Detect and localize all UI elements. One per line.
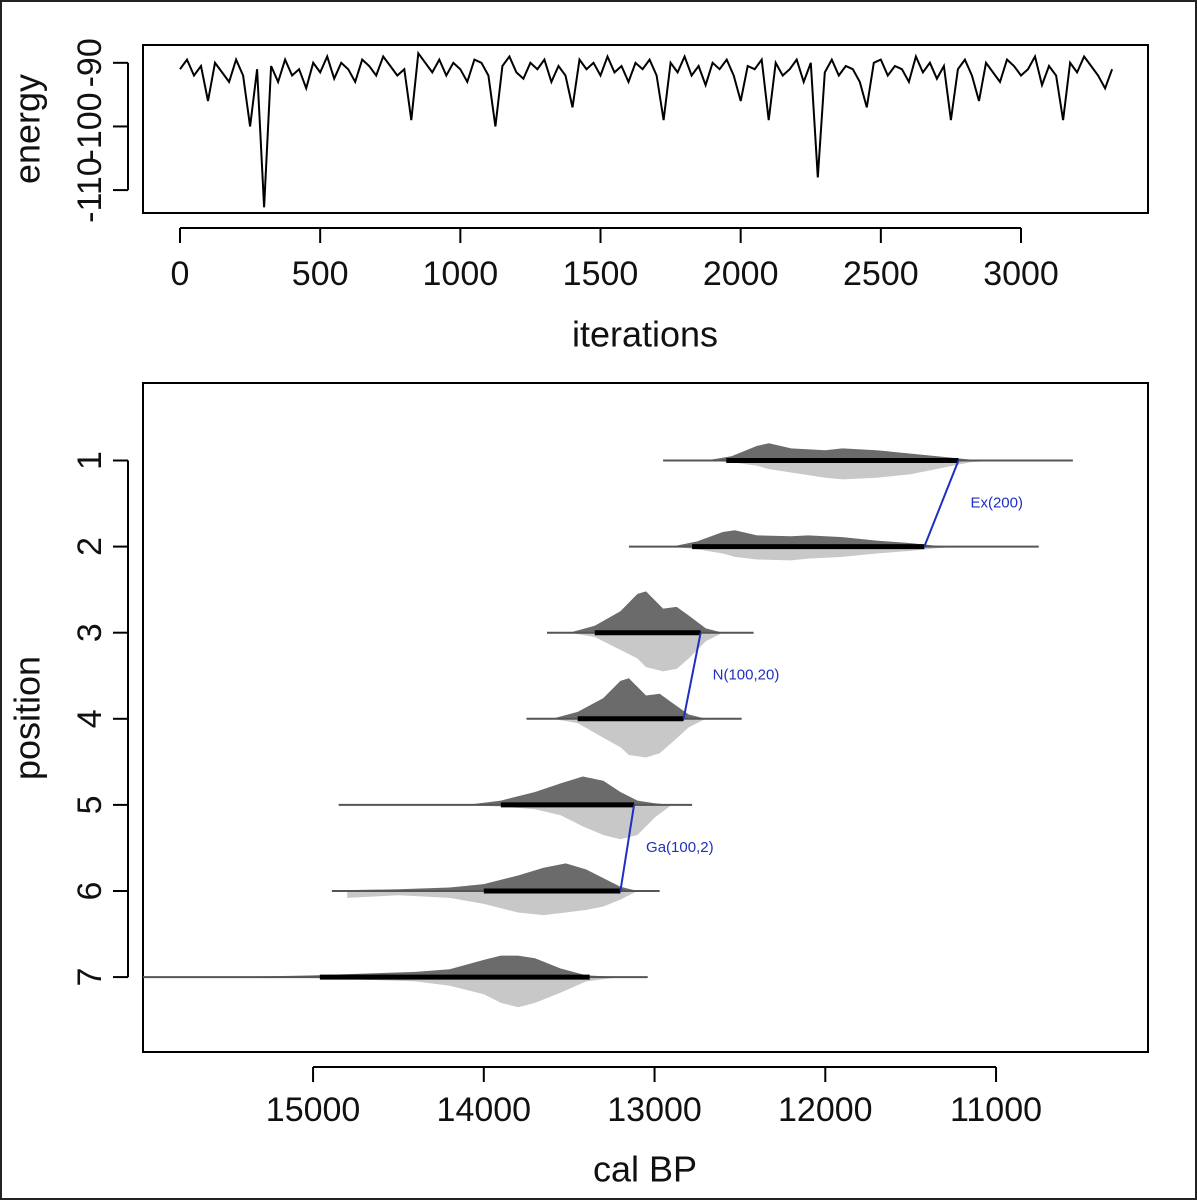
y-tick-label: 6 — [71, 882, 109, 901]
posterior-density — [347, 863, 638, 891]
link-label: N(100,20) — [713, 667, 780, 684]
y-tick-label: 3 — [71, 623, 109, 642]
y-tick-label: 7 — [71, 968, 109, 987]
posterior-density — [569, 591, 723, 633]
link-line — [619, 804, 636, 892]
link-label: Ex(200) — [970, 495, 1023, 512]
y-axis-title: energy — [7, 74, 48, 184]
link-label: Ga(100,2) — [646, 839, 714, 856]
link-line — [682, 632, 702, 719]
prior-density — [705, 460, 996, 480]
x-tick-label: 2500 — [843, 255, 919, 293]
x-tick-label: 3000 — [983, 255, 1059, 293]
posterior-density — [705, 443, 996, 461]
posterior-density — [227, 955, 621, 978]
x-tick-label: 2000 — [703, 255, 779, 293]
y-tick-label: 5 — [71, 795, 109, 814]
prior-density — [227, 977, 621, 1008]
y-tick-label: 1 — [71, 451, 109, 470]
x-tick-label: 14000 — [437, 1091, 532, 1129]
x-tick-label: 12000 — [778, 1091, 873, 1129]
posterior-density — [671, 530, 962, 547]
x-axis-title: iterations — [572, 314, 718, 355]
posterior-density — [552, 678, 706, 719]
x-axis-title: cal BP — [593, 1149, 697, 1190]
prior-density — [466, 804, 672, 840]
y-axis-title: position — [7, 656, 48, 780]
plot-box — [142, 44, 1149, 214]
x-tick-label: 13000 — [607, 1091, 702, 1129]
prior-density — [552, 718, 706, 758]
x-tick-label: 500 — [292, 255, 349, 293]
y-tick-label: 4 — [71, 709, 109, 728]
x-tick-label: 15000 — [266, 1091, 361, 1129]
link-line — [923, 460, 960, 547]
y-tick-label: -100 — [71, 92, 109, 160]
y-tick-label: 2 — [71, 537, 109, 556]
x-tick-label: 0 — [171, 255, 190, 293]
y-tick-label: -90 — [71, 38, 109, 87]
energy-trace — [179, 50, 1114, 208]
y-tick-label: -110 — [71, 157, 109, 223]
prior-density — [671, 546, 962, 561]
x-tick-label: 11000 — [950, 1091, 1042, 1129]
posterior-density — [466, 776, 672, 805]
prior-density — [569, 632, 723, 672]
plot-box — [142, 382, 1149, 1053]
x-tick-label: 1500 — [563, 255, 639, 293]
x-tick-label: 1000 — [423, 255, 499, 293]
prior-density — [347, 890, 638, 916]
